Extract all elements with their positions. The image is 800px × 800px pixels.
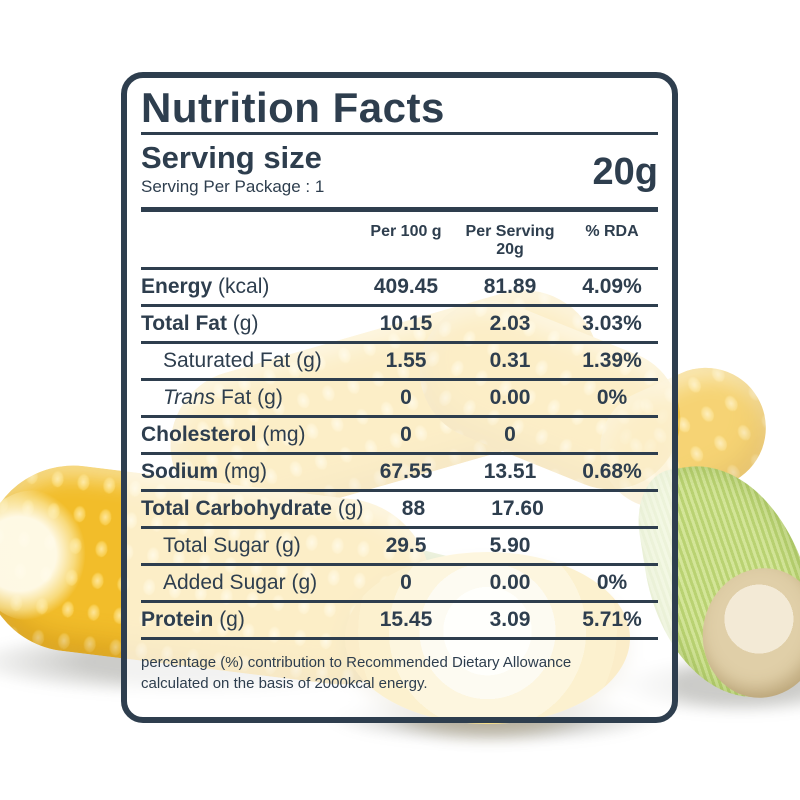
nutrient-name: Total Carbohydrate (g) [141,497,364,520]
column-header-text: % RDA [585,223,639,240]
value-per-100g: 15.45 [379,608,433,631]
nutrition-row: Energy (kcal) 409.45 81.89 4.09% [141,270,658,304]
nutrient-name: Cholesterol (mg) [141,423,306,446]
divider [141,452,658,455]
divider [141,378,658,381]
divider [141,415,658,418]
column-header-text: Per 100 g [370,223,442,240]
divider-thick [141,207,658,212]
value-per-serving: 17.60 [491,497,544,520]
serving-size-heading: Serving size [141,140,322,175]
divider [141,563,658,566]
value-per-serving: 81.89 [483,275,537,298]
nutrient-name: Trans Fat (g) [163,386,283,409]
label-title: Nutrition Facts [141,84,445,131]
value-rda: 1.39% [582,349,642,372]
serving-amount: 20g [592,151,658,193]
value-per-100g: 409.45 [373,275,439,298]
value-per-serving: 5.90 [489,534,531,557]
nutrient-name: Total Sugar (g) [163,534,301,557]
value-per-serving: 3.09 [489,608,531,631]
nutrition-row: Protein (g) 15.45 3.09 5.71% [141,603,658,637]
value-per-100g: 1.55 [385,349,427,372]
column-header-subtext: 20g [496,241,524,258]
nutrition-row: Total Fat (g) 10.15 2.03 3.03% [141,307,658,341]
value-per-100g: 10.15 [379,312,433,335]
value-rda: 5.71% [582,608,642,631]
column-header-text: Per Serving [465,223,555,240]
divider [141,600,658,603]
nutrient-name: Added Sugar (g) [163,571,318,594]
value-per-serving: 2.03 [489,312,531,335]
serving-per-package: Serving Per Package : 1 [141,177,325,196]
value-per-serving: 0.00 [489,571,531,594]
divider [141,304,658,307]
divider [141,267,658,270]
value-per-100g: 0 [400,423,412,446]
nutrition-row: Saturated Fat (g) 1.55 0.31 1.39% [141,344,658,378]
value-rda: 3.03% [582,312,642,335]
value-per-serving: 0.31 [489,349,531,372]
value-per-100g: 29.5 [385,534,427,557]
value-per-100g: 88 [401,497,426,520]
nutrient-name: Protein (g) [141,608,245,631]
nutrient-name: Saturated Fat (g) [163,349,322,372]
nutrition-facts-label: Nutrition Facts Serving size Serving Per… [121,72,678,723]
footer-note: percentage (%) contribution to Recommend… [141,654,572,692]
divider [141,341,658,344]
serving-text-block: Serving size Serving Per Package : 1 [141,141,324,197]
value-per-serving: 0.00 [489,386,531,409]
nutrient-name: Sodium (mg) [141,460,268,483]
divider [141,637,658,640]
value-per-serving: 13.51 [483,460,537,483]
nutrition-row: Sodium (mg) 67.55 13.51 0.68% [141,455,658,489]
serving-section: Serving size Serving Per Package : 1 20g [141,141,658,197]
nutrition-row: Trans Fat (g) 0 0.00 0% [141,381,658,415]
value-per-100g: 0 [400,386,412,409]
nutrient-name: Total Fat (g) [141,312,259,335]
column-header-rda: % RDA [566,223,658,241]
value-rda: 0.68% [582,460,642,483]
column-header-per-serving: Per Serving 20g [456,223,564,259]
nutrition-table-body: Energy (kcal) 409.45 81.89 4.09% Total F… [141,270,658,640]
column-header-row: Per 100 g Per Serving 20g % RDA [141,212,658,267]
value-per-serving: 0 [504,423,516,446]
divider [141,489,658,492]
value-per-100g: 0 [400,571,412,594]
value-rda: 4.09% [582,275,642,298]
value-per-100g: 67.55 [379,460,433,483]
value-rda: 0% [596,571,628,594]
nutrition-row: Total Sugar (g) 29.5 5.90 [141,529,658,563]
nutrition-row: Cholesterol (mg) 0 0 [141,418,658,452]
column-header-per-100g: Per 100 g [358,223,454,241]
nutrient-name: Energy (kcal) [141,275,270,298]
nutrition-row: Added Sugar (g) 0 0.00 0% [141,566,658,600]
value-rda: 0% [596,386,628,409]
divider [141,132,658,135]
nutrition-row: Total Carbohydrate (g) 88 17.60 [141,492,658,526]
divider [141,526,658,529]
